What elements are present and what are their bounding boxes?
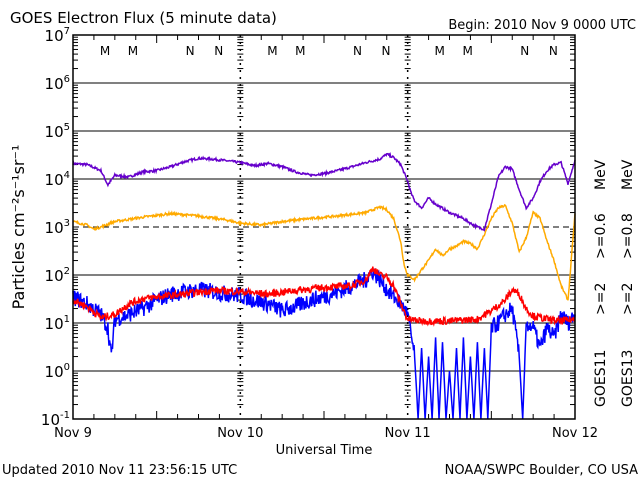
series-goes11-0-6-mev	[72, 151, 576, 233]
y-tick-label: 106	[45, 74, 70, 93]
marker-m: M	[435, 44, 445, 58]
marker-n: N	[353, 44, 362, 58]
series-goes13-2-mev	[72, 266, 576, 327]
x-tick-label: Nov 11	[385, 426, 431, 441]
legend-mev-1: MeV	[593, 159, 609, 190]
marker-n: N	[382, 44, 391, 58]
updated-timestamp: Updated 2010 Nov 11 23:56:15 UTC	[2, 463, 237, 478]
legend-goes11: GOES11	[593, 350, 609, 407]
legend-mev-2: MeV	[620, 159, 636, 190]
begin-label: Begin: 2010 Nov 9 0000 UTC	[448, 18, 636, 33]
plot-frame	[72, 34, 576, 420]
y-tick-label: 101	[45, 314, 70, 333]
marker-m: M	[100, 44, 110, 58]
legend-goes11-06mev: >=0.6	[593, 213, 609, 259]
marker-n: N	[186, 44, 195, 58]
y-tick-labels: 107 106 105 104 103 102 101 100 10-1	[41, 26, 70, 429]
chart-title: GOES Electron Flux (5 minute data)	[10, 9, 277, 27]
marker-n: N	[520, 44, 529, 58]
x-tick-label: Nov 10	[217, 426, 263, 441]
legend-goes13-2mev: >=2	[620, 283, 636, 315]
y-tick-label: 102	[45, 266, 70, 285]
marker-m: M	[267, 44, 277, 58]
marker-n: N	[214, 44, 223, 58]
x-axis-label: Universal Time	[276, 443, 373, 458]
y-tick-label: 105	[45, 122, 70, 141]
grid	[73, 35, 575, 419]
x-tick-label: Nov 12	[552, 426, 598, 441]
series-goes13-0-8-mev	[72, 203, 576, 301]
marker-n: N	[549, 44, 558, 58]
x-tick-label: Nov 9	[54, 426, 92, 441]
y-tick-label: 107	[45, 26, 70, 45]
y-tick-label: 100	[45, 362, 70, 381]
marker-m: M	[462, 44, 472, 58]
legend-goes13-08mev: >=0.8	[620, 213, 636, 259]
series-lines	[72, 151, 576, 420]
y-tick-label: 103	[45, 218, 70, 237]
marker-m: M	[128, 44, 138, 58]
y-axis-label: Particles cm⁻²s⁻¹sr⁻¹	[9, 145, 28, 310]
local-time-markers: M M MM M MN N NN N N	[100, 44, 558, 58]
legend: GOES11 GOES13 >=2 >=2 >=0.6 >=0.8 MeV Me…	[593, 159, 636, 407]
legend-goes11-2mev: >=2	[593, 283, 609, 315]
legend-goes13: GOES13	[620, 350, 636, 407]
marker-m: M	[295, 44, 305, 58]
x-tick-labels: Nov 9 Nov 10 Nov 11 Nov 12	[54, 426, 598, 441]
credit: NOAA/SWPC Boulder, CO USA	[445, 463, 638, 478]
y-tick-label: 104	[45, 170, 70, 189]
y-tick-label: 10-1	[41, 410, 70, 429]
